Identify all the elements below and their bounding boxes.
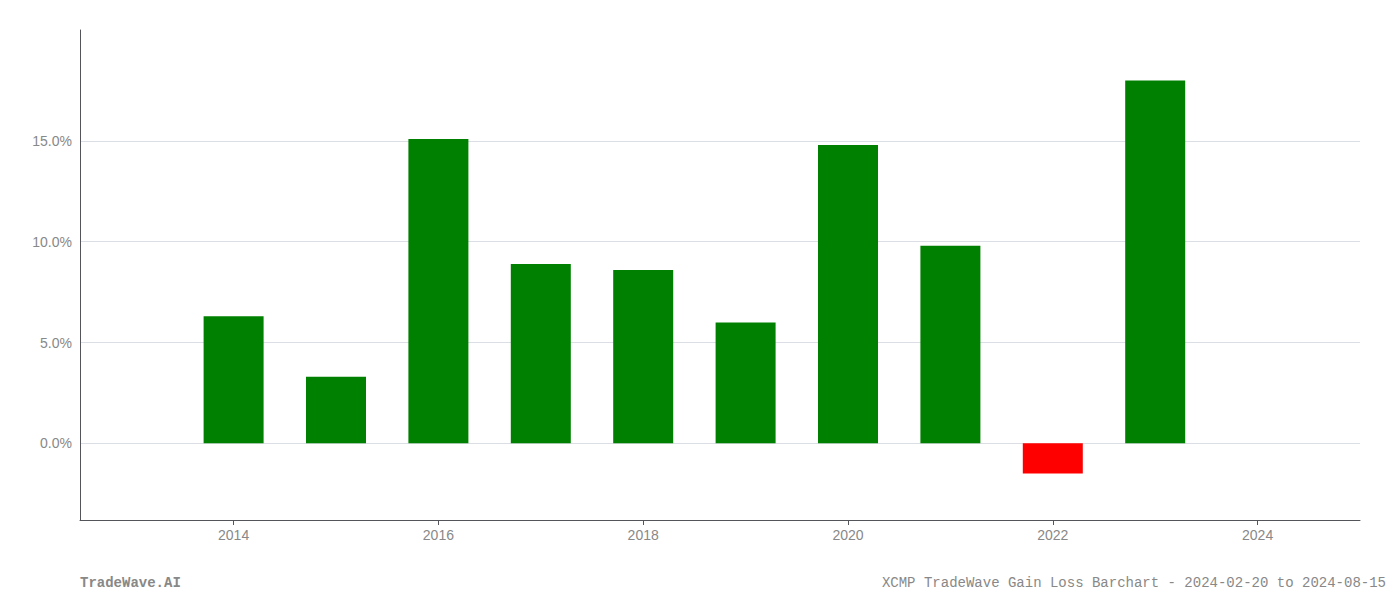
svg-text:2016: 2016 [423, 527, 454, 543]
svg-text:2020: 2020 [832, 527, 863, 543]
svg-text:15.0%: 15.0% [32, 133, 72, 149]
svg-text:10.0%: 10.0% [32, 234, 72, 250]
svg-text:2022: 2022 [1037, 527, 1068, 543]
svg-text:TradeWave.AI: TradeWave.AI [80, 575, 181, 591]
svg-text:XCMP TradeWave Gain Loss Barch: XCMP TradeWave Gain Loss Barchart - 2024… [882, 575, 1386, 591]
svg-text:5.0%: 5.0% [40, 335, 72, 351]
svg-text:0.0%: 0.0% [40, 435, 72, 451]
svg-text:2018: 2018 [628, 527, 659, 543]
svg-text:2024: 2024 [1242, 527, 1273, 543]
svg-text:2014: 2014 [218, 527, 249, 543]
